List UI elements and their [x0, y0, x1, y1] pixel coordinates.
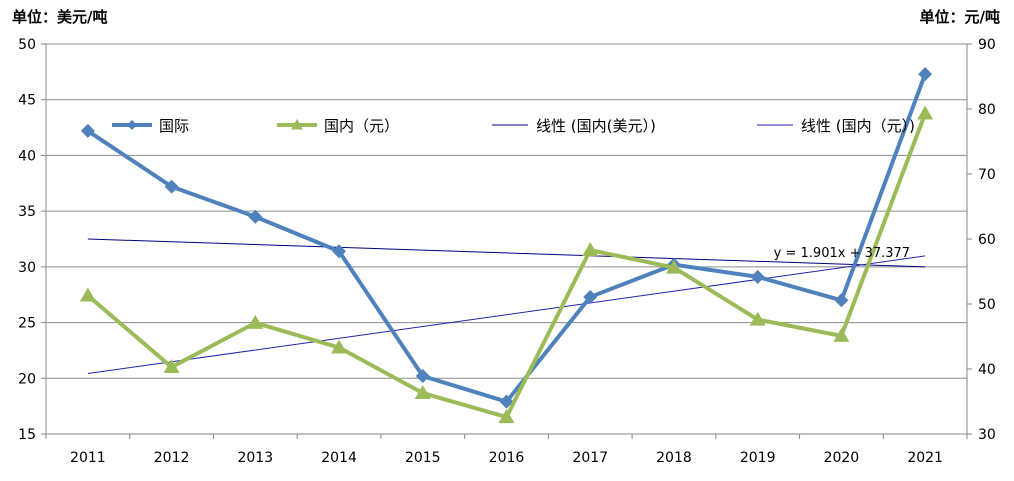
x-tick-label: 2012: [154, 450, 190, 466]
right-tick-label: 80: [978, 102, 996, 118]
x-tick-label: 2013: [237, 450, 273, 466]
trend-equation: y = 1.901x + 37.377: [774, 246, 910, 261]
data-point: [749, 311, 766, 326]
left-tick-label: 30: [18, 260, 36, 276]
trendline: [87, 255, 926, 375]
data-point: [918, 67, 933, 82]
right-tick-label: 50: [978, 297, 996, 313]
right-tick-label: 40: [978, 362, 996, 378]
right-tick-label: 90: [978, 37, 996, 53]
x-tick-label: 2014: [321, 450, 357, 466]
data-point: [164, 179, 179, 194]
trendline: [87, 238, 926, 268]
data-point: [750, 269, 765, 284]
data-point: [80, 123, 95, 138]
left-tick-label: 20: [18, 371, 36, 387]
data-point: [331, 339, 348, 354]
data-point: [498, 409, 515, 424]
right-tick-label: 70: [978, 167, 996, 183]
data-point: [163, 359, 180, 374]
x-tick-label: 2021: [907, 450, 943, 466]
legend: 国际 国内（元） 线性 (国内(美元）) 线性 (国内（元）): [112, 117, 915, 135]
axes: 15 20 25 30 35 40 45 50 30 40 50 60 70 80 90 2011 2012 20…: [18, 37, 996, 466]
left-tick-label: 15: [18, 427, 36, 443]
x-tick-label: 2019: [740, 450, 776, 466]
data-point: [499, 394, 514, 409]
data-point: [248, 209, 263, 224]
left-tick-label: 25: [18, 316, 36, 332]
left-axis-unit-label: 单位：美元/吨: [12, 8, 108, 26]
data-point: [415, 369, 430, 384]
data-point: [332, 244, 347, 259]
data-point: [583, 289, 598, 304]
left-tick-label: 35: [18, 204, 36, 220]
right-axis-unit-label: 单位：元/吨: [919, 8, 1000, 26]
left-tick-label: 40: [18, 148, 36, 164]
data-point: [582, 242, 599, 257]
x-tick-label: 2016: [489, 450, 525, 466]
data-point: [247, 314, 264, 329]
right-tick-label: 60: [978, 232, 996, 248]
legend-marker: [291, 119, 303, 130]
data-point: [833, 327, 850, 342]
trendlines: [87, 238, 926, 375]
x-tick-label: 2018: [656, 450, 692, 466]
legend-label: 线性 (国内（元）): [801, 117, 915, 135]
x-tick-label: 2011: [70, 450, 106, 466]
data-point: [79, 287, 96, 302]
right-tick-label: 30: [978, 427, 996, 443]
legend-label: 国际: [159, 117, 189, 135]
left-tick-label: 50: [18, 37, 36, 53]
x-tick-label: 2017: [572, 450, 608, 466]
left-tick-label: 45: [18, 93, 36, 109]
data-point: [665, 259, 682, 274]
data-point: [834, 293, 849, 308]
annotations: y = 1.901x + 37.377: [774, 246, 910, 261]
gridlines: [46, 43, 967, 379]
data-point: [917, 105, 934, 120]
legend-label: 国内（元）: [324, 117, 399, 135]
x-tick-label: 2020: [824, 450, 860, 466]
data-point: [414, 385, 431, 400]
legend-marker: [127, 120, 137, 130]
series-line: [86, 112, 928, 420]
x-tick-label: 2015: [405, 450, 441, 466]
data-series: [79, 67, 934, 424]
series-line: [86, 73, 928, 404]
legend-label: 线性 (国内(美元）): [536, 117, 656, 135]
